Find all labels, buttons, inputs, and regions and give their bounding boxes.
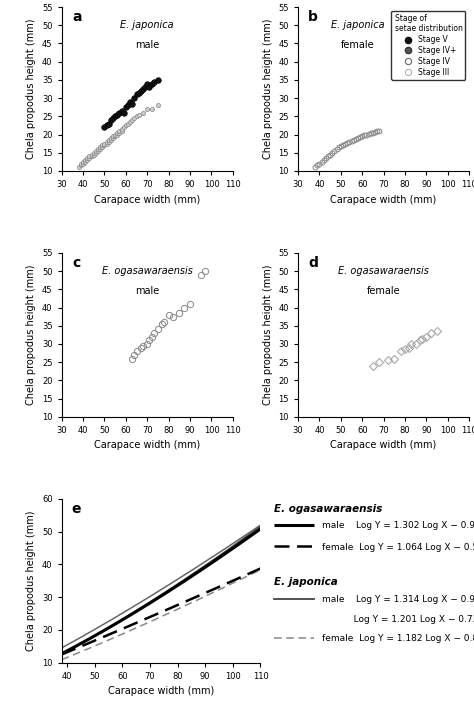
Text: E. japonica: E. japonica [120, 20, 174, 30]
Y-axis label: Chela propodus height (mm): Chela propodus height (mm) [27, 264, 36, 405]
X-axis label: Carapace width (mm): Carapace width (mm) [108, 686, 214, 697]
Text: female: female [341, 39, 375, 50]
Legend: Stage V, Stage IV+, Stage IV, Stage III: Stage V, Stage IV+, Stage IV, Stage III [392, 11, 465, 80]
X-axis label: Carapace width (mm): Carapace width (mm) [330, 441, 437, 450]
Text: b: b [308, 11, 318, 25]
Text: e: e [72, 502, 81, 516]
X-axis label: Carapace width (mm): Carapace width (mm) [94, 195, 201, 204]
Y-axis label: Chela propodus height (mm): Chela propodus height (mm) [263, 264, 273, 405]
Text: female  Log Y = 1.182 Log X − 0.829: female Log Y = 1.182 Log X − 0.829 [322, 634, 474, 644]
Text: E. japonica: E. japonica [331, 20, 385, 30]
Y-axis label: Chela propodus height (mm): Chela propodus height (mm) [27, 19, 36, 159]
Text: female  Log Y = 1.064 Log X − 0.584: female Log Y = 1.064 Log X − 0.584 [322, 543, 474, 551]
X-axis label: Carapace width (mm): Carapace width (mm) [94, 441, 201, 450]
Text: c: c [72, 256, 80, 270]
Text: Log Y = 1.201 Log X − 0.736   (phase 2): Log Y = 1.201 Log X − 0.736 (phase 2) [322, 615, 474, 624]
Text: E. ogasawaraensis: E. ogasawaraensis [338, 266, 429, 276]
Text: female: female [367, 286, 401, 295]
Text: male: male [135, 39, 159, 50]
Text: a: a [72, 11, 82, 25]
Text: E. ogasawaraensis: E. ogasawaraensis [102, 266, 193, 276]
Text: male    Log Y = 1.314 Log X − 0.970   (phase 1): male Log Y = 1.314 Log X − 0.970 (phase … [322, 595, 474, 604]
Text: d: d [308, 256, 318, 270]
Y-axis label: Chela propodus height (mm): Chela propodus height (mm) [263, 19, 273, 159]
Text: male: male [135, 286, 159, 295]
X-axis label: Carapace width (mm): Carapace width (mm) [330, 195, 437, 204]
Text: male    Log Y = 1.302 Log X − 0.952: male Log Y = 1.302 Log X − 0.952 [322, 521, 474, 530]
Text: E. ogasawaraensis: E. ogasawaraensis [274, 503, 383, 514]
Text: E. japonica: E. japonica [274, 577, 338, 587]
Y-axis label: Chela propodus height (mm): Chela propodus height (mm) [27, 510, 36, 651]
